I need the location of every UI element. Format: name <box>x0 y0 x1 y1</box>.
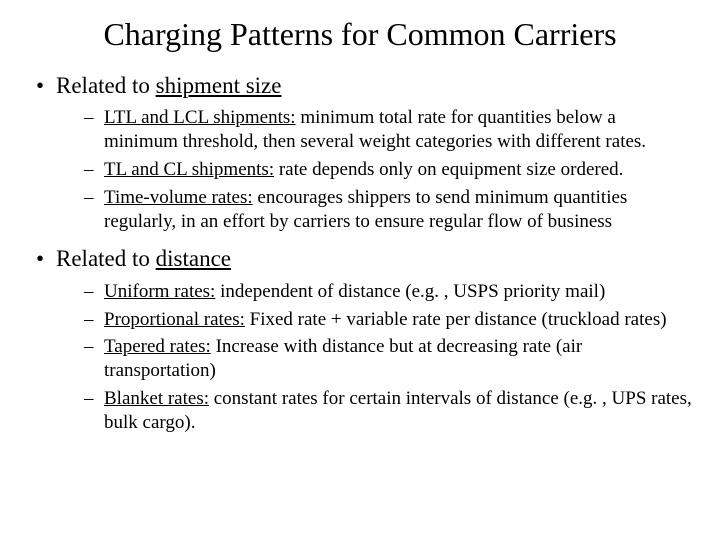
sub-item-underline: Blanket rates: <box>104 388 209 409</box>
sub-item-underline: Time-volume rates: <box>104 187 253 208</box>
sub-item: TL and CL shipments: rate depends only o… <box>84 158 692 182</box>
section-underline: distance <box>156 246 231 271</box>
section-underline: shipment size <box>156 73 282 98</box>
section-distance: Related to distance Uniform rates: indep… <box>34 244 692 435</box>
sub-item: Tapered rates: Increase with distance bu… <box>84 335 692 383</box>
section-lead: Related to <box>56 246 156 271</box>
sub-item-underline: TL and CL shipments: <box>104 159 274 180</box>
sub-item-underline: Tapered rates: <box>104 336 211 357</box>
sub-item: Time-volume rates: encourages shippers t… <box>84 186 692 234</box>
sub-item-text: Fixed rate + variable rate per distance … <box>245 309 667 330</box>
bullet-list-level2: Uniform rates: independent of distance (… <box>56 280 692 436</box>
sub-item-text: independent of distance (e.g. , USPS pri… <box>215 281 605 302</box>
bullet-list-level1: Related to shipment size LTL and LCL shi… <box>28 71 692 435</box>
section-shipment-size: Related to shipment size LTL and LCL shi… <box>34 71 692 234</box>
sub-item-underline: LTL and LCL shipments: <box>104 107 296 128</box>
sub-item: Blanket rates: constant rates for certai… <box>84 387 692 435</box>
sub-item-text: rate depends only on equipment size orde… <box>274 159 623 180</box>
sub-item-underline: Proportional rates: <box>104 309 245 330</box>
sub-item: Uniform rates: independent of distance (… <box>84 280 692 304</box>
slide: Charging Patterns for Common Carriers Re… <box>0 0 720 540</box>
section-lead: Related to <box>56 73 156 98</box>
bullet-list-level2: LTL and LCL shipments: minimum total rat… <box>56 106 692 234</box>
sub-item: Proportional rates: Fixed rate + variabl… <box>84 308 692 332</box>
sub-item: LTL and LCL shipments: minimum total rat… <box>84 106 692 154</box>
slide-title: Charging Patterns for Common Carriers <box>28 16 692 53</box>
sub-item-underline: Uniform rates: <box>104 281 215 302</box>
